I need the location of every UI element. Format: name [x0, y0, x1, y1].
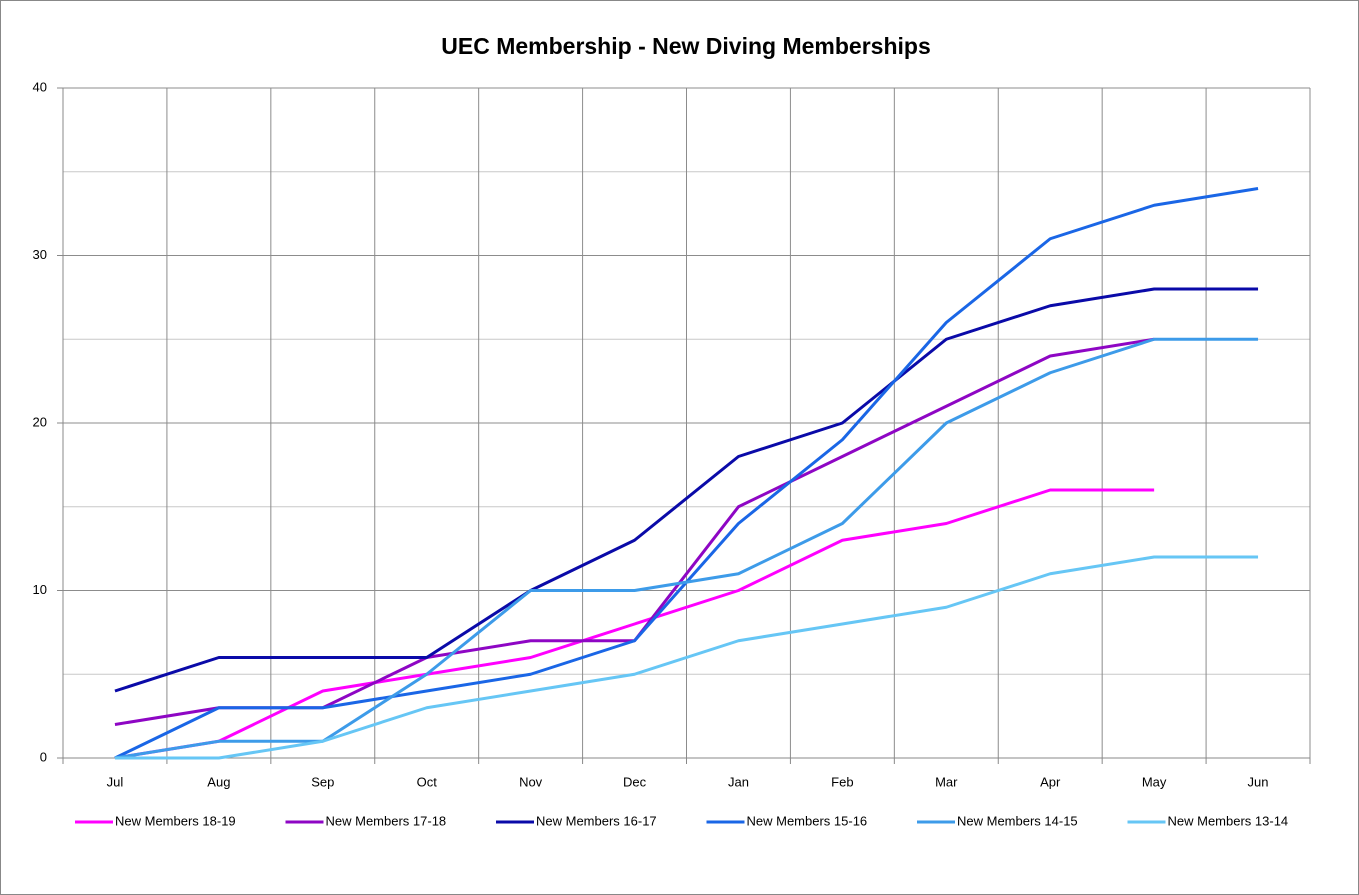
- series-line: [114, 337, 1259, 760]
- legend-label: New Members 16-17: [536, 813, 657, 828]
- x-tick-label: Jul: [107, 774, 124, 789]
- legend-label: New Members 13-14: [1168, 813, 1289, 828]
- chart-title: UEC Membership - New Diving Memberships: [441, 33, 930, 59]
- y-tick-label: 30: [33, 247, 47, 262]
- x-tick-label: Dec: [623, 774, 647, 789]
- x-tick-label: Mar: [935, 774, 958, 789]
- legend-label: New Members 15-16: [747, 813, 868, 828]
- y-tick-label: 10: [33, 582, 47, 597]
- x-tick-label: Oct: [417, 774, 438, 789]
- legend-label: New Members 14-15: [957, 813, 1078, 828]
- series-line: [114, 555, 1259, 760]
- x-tick-label: Feb: [831, 774, 853, 789]
- y-tick-label: 40: [33, 79, 47, 94]
- x-tick-label: Jan: [728, 774, 749, 789]
- x-tick-label: Sep: [311, 774, 334, 789]
- series-line: [114, 287, 1259, 693]
- y-tick-label: 20: [33, 414, 47, 429]
- legend-label: New Members 17-18: [326, 813, 447, 828]
- x-tick-label: Nov: [519, 774, 543, 789]
- x-tick-label: Jun: [1248, 774, 1269, 789]
- x-tick-label: Aug: [207, 774, 230, 789]
- x-tick-label: Apr: [1040, 774, 1061, 789]
- legend-label: New Members 18-19: [115, 813, 236, 828]
- y-tick-label: 0: [40, 749, 47, 764]
- x-tick-label: May: [1142, 774, 1167, 789]
